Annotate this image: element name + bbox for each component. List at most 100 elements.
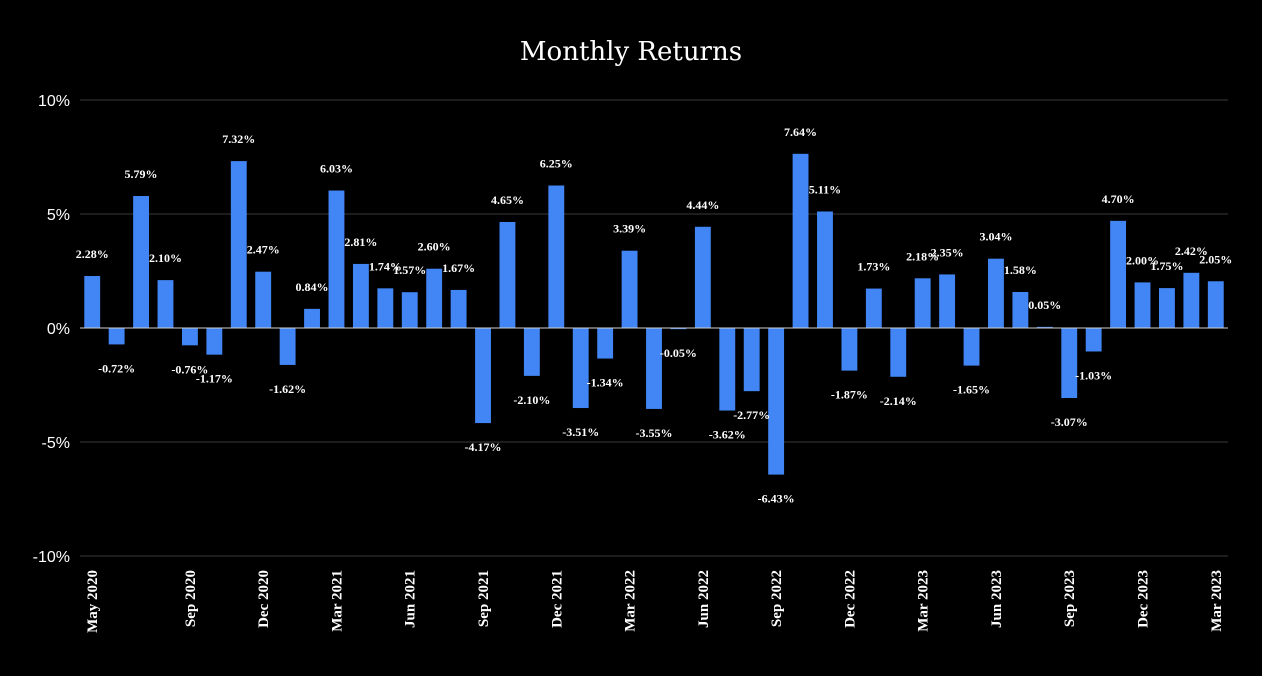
bar: [230, 161, 247, 328]
bar: [963, 328, 980, 366]
data-label: -3.07%: [1051, 415, 1088, 429]
bar: [743, 328, 760, 392]
data-label: 0.84%: [296, 280, 329, 294]
bar: [939, 274, 956, 328]
bar: [1012, 291, 1029, 328]
bar: [133, 195, 150, 328]
bar: [84, 276, 101, 328]
data-label: 2.10%: [149, 251, 182, 265]
data-label: -2.14%: [880, 394, 917, 408]
bar: [1061, 328, 1078, 398]
data-label: 2.18%: [906, 249, 939, 263]
bar: [475, 328, 491, 424]
y-tick-label: 10%: [38, 93, 70, 110]
data-label: -3.62%: [709, 428, 746, 442]
bar: [157, 280, 174, 328]
data-label: 4.44%: [686, 198, 719, 212]
bar: [841, 328, 858, 371]
data-label: -3.55%: [636, 426, 673, 440]
bar: [108, 328, 125, 345]
bar: [206, 328, 223, 355]
data-label: 3.04%: [979, 230, 1012, 244]
data-label: 1.75%: [1150, 259, 1183, 273]
x-tick-label: Dec 2021: [549, 570, 565, 628]
x-tick-label: Sep 2022: [769, 570, 785, 627]
bar: [304, 308, 320, 328]
data-label: 7.32%: [222, 132, 255, 146]
data-label: 2.00%: [1126, 253, 1159, 267]
bar: [401, 292, 418, 328]
data-label: -1.87%: [831, 388, 868, 402]
bar: [328, 190, 345, 328]
data-label: 1.57%: [393, 263, 426, 277]
data-label: -0.05%: [660, 346, 697, 360]
bar: [499, 221, 516, 328]
data-label: -2.10%: [513, 393, 550, 407]
data-label: 2.28%: [76, 247, 109, 261]
x-tick-label: Sep 2021: [476, 570, 492, 627]
bar: [694, 226, 711, 328]
data-labels: 2.28% -0.72% 5.79% 2.10% -0.76%-1.17% 7.32% 2.…: [76, 125, 1233, 506]
data-label: 1.73%: [857, 260, 890, 274]
data-label: 0.05%: [1028, 298, 1061, 312]
bar: [523, 328, 540, 376]
data-label: 1.58%: [1004, 263, 1037, 277]
gridlines: [80, 99, 1228, 557]
bar: [255, 271, 272, 328]
data-label: 4.65%: [491, 193, 524, 207]
bar: [646, 328, 662, 409]
bar: [988, 258, 1004, 328]
bar: [572, 328, 589, 409]
bar: [914, 278, 931, 328]
y-tick-label: 0%: [47, 321, 70, 338]
data-label: 7.64%: [784, 125, 817, 139]
bar: [670, 328, 687, 330]
data-label: 2.47%: [247, 243, 280, 257]
bar: [865, 288, 882, 328]
data-label: 4.70%: [1102, 192, 1135, 206]
data-label: -0.72%: [98, 361, 135, 375]
data-label: -2.77%: [733, 408, 770, 422]
data-label: 2.05%: [1199, 252, 1232, 266]
data-label: -1.17%: [196, 372, 233, 386]
bar: [768, 328, 785, 475]
y-axis-ticks: 10% 5% 0% -5% -10%: [33, 93, 70, 566]
x-tick-label: Jun 2022: [696, 570, 712, 628]
data-label: 6.25%: [540, 157, 573, 171]
x-tick-label: Dec 2023: [1136, 570, 1152, 628]
bar: [597, 328, 614, 359]
bars: [84, 153, 1224, 475]
bar: [426, 268, 443, 328]
bar: [450, 289, 467, 328]
y-tick-label: -10%: [33, 549, 70, 566]
x-tick-label: Mar 2021: [329, 570, 345, 632]
x-tick-label: Mar 2023: [1209, 570, 1225, 632]
data-label: 3.39%: [613, 222, 646, 236]
bar: [1085, 328, 1102, 352]
x-tick-label: Jun 2021: [403, 570, 419, 628]
data-label: 2.60%: [418, 240, 451, 254]
x-tick-label: Mar 2023: [916, 570, 932, 632]
bar: [1159, 288, 1175, 328]
x-tick-label: Jun 2023: [989, 570, 1005, 628]
chart-title: Monthly Returns: [520, 37, 742, 67]
bar: [621, 250, 638, 328]
x-tick-label: Dec 2022: [842, 570, 858, 628]
y-tick-label: 5%: [47, 207, 70, 224]
data-label: -0.76%: [171, 362, 208, 376]
x-tick-label: May 2020: [85, 570, 101, 633]
data-label: 6.03%: [320, 162, 353, 176]
bar: [1183, 272, 1200, 328]
bar: [279, 328, 296, 365]
bar: [1110, 220, 1127, 328]
bar: [890, 328, 907, 377]
data-label: -1.34%: [587, 376, 624, 390]
bar: [719, 328, 736, 411]
x-tick-label: Dec 2020: [256, 570, 272, 628]
y-tick-label: -5%: [42, 435, 70, 452]
data-label: 1.67%: [442, 261, 475, 275]
bar: [352, 263, 369, 328]
data-label: -1.62%: [269, 382, 306, 396]
bar: [548, 185, 565, 328]
